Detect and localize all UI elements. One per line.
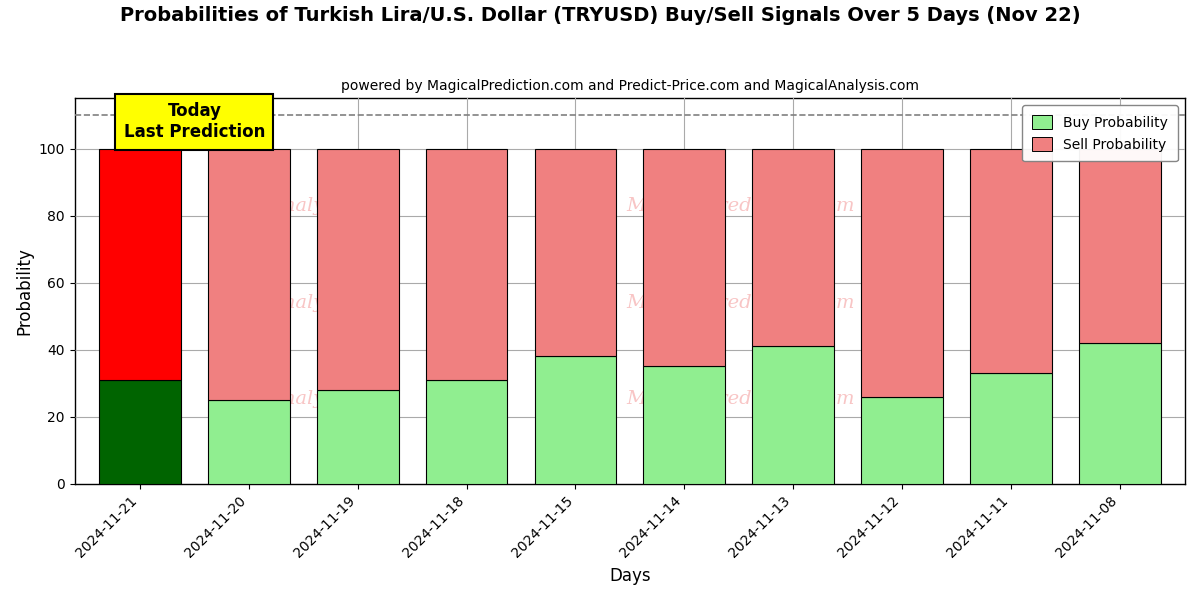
Text: Today
Last Prediction: Today Last Prediction bbox=[124, 103, 265, 141]
Text: calAnalysis.com: calAnalysis.com bbox=[240, 293, 398, 311]
Bar bbox=[1079, 149, 1160, 343]
Bar bbox=[970, 373, 1051, 484]
Bar bbox=[208, 400, 289, 484]
Bar bbox=[317, 390, 398, 484]
Text: calAnalysis.com: calAnalysis.com bbox=[240, 390, 398, 408]
Bar bbox=[752, 346, 834, 484]
Bar bbox=[1079, 343, 1160, 484]
Bar bbox=[534, 149, 617, 356]
Bar bbox=[752, 149, 834, 346]
Text: MagicalPrediction.com: MagicalPrediction.com bbox=[626, 390, 856, 408]
Text: Probabilities of Turkish Lira/U.S. Dollar (TRYUSD) Buy/Sell Signals Over 5 Days : Probabilities of Turkish Lira/U.S. Dolla… bbox=[120, 6, 1080, 25]
Y-axis label: Probability: Probability bbox=[16, 247, 34, 335]
Bar bbox=[100, 380, 181, 484]
Legend: Buy Probability, Sell Probability: Buy Probability, Sell Probability bbox=[1021, 105, 1178, 161]
Bar bbox=[643, 367, 725, 484]
Text: calAnalysis.com: calAnalysis.com bbox=[240, 197, 398, 215]
Bar bbox=[208, 149, 289, 400]
Title: powered by MagicalPrediction.com and Predict-Price.com and MagicalAnalysis.com: powered by MagicalPrediction.com and Pre… bbox=[341, 79, 919, 93]
Bar bbox=[643, 149, 725, 367]
Bar bbox=[862, 149, 943, 397]
Bar bbox=[534, 356, 617, 484]
Text: MagicalPrediction.com: MagicalPrediction.com bbox=[626, 293, 856, 311]
Bar bbox=[317, 149, 398, 390]
Bar bbox=[426, 380, 508, 484]
Bar bbox=[970, 149, 1051, 373]
Bar bbox=[100, 149, 181, 380]
Bar bbox=[862, 397, 943, 484]
X-axis label: Days: Days bbox=[610, 567, 650, 585]
Text: MagicalPrediction.com: MagicalPrediction.com bbox=[626, 197, 856, 215]
Bar bbox=[426, 149, 508, 380]
